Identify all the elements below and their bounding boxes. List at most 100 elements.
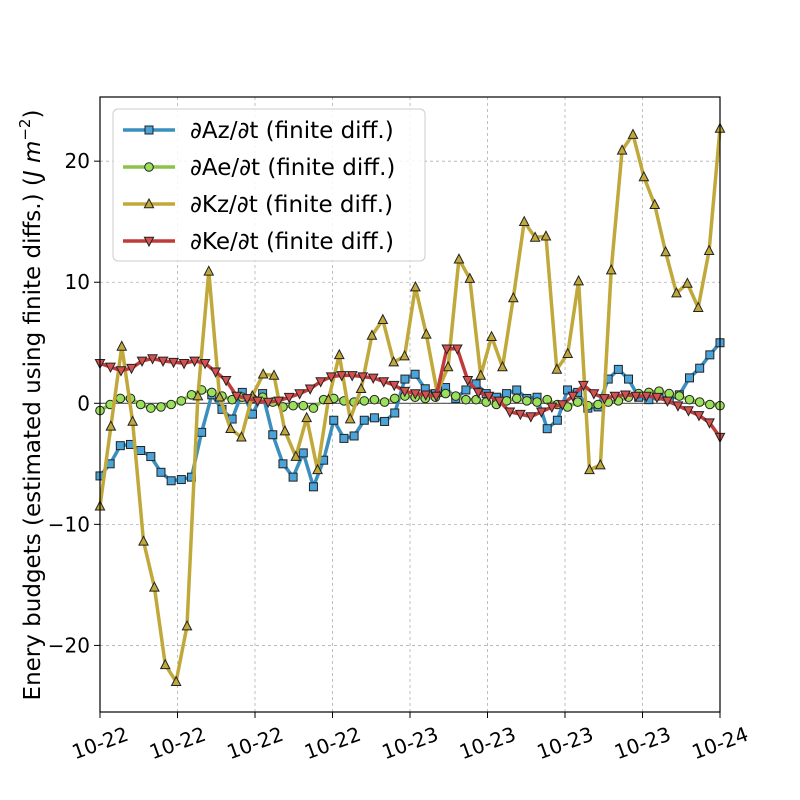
series-3-point-11 [210, 367, 222, 378]
series-2-point-46 [594, 458, 606, 470]
legend-label-0: ∂Az/∂t (finite diff.) [190, 118, 394, 144]
series-3-point-14 [241, 394, 253, 405]
series-2-point-9 [192, 389, 204, 401]
series-3-point-28 [388, 380, 400, 392]
series-0-point-21 [308, 482, 318, 492]
series-1-point-60 [705, 399, 715, 410]
series-3-point-23 [336, 371, 348, 382]
series-2-point-54 [681, 277, 693, 288]
series-3-point-2 [115, 366, 127, 377]
series-0-point-58 [685, 373, 695, 383]
series-0-point-10 [197, 427, 207, 437]
series-3-point-26 [367, 373, 379, 384]
series-2-point-33 [453, 253, 465, 264]
series-3-point-56 [683, 406, 694, 417]
series-3-point-25 [357, 372, 369, 383]
series-1-point-28 [379, 397, 390, 407]
series-2-point-34 [464, 272, 476, 283]
series-1-point-47 [572, 397, 583, 407]
series-2-point-2 [116, 340, 128, 351]
series-0-point-7 [166, 476, 176, 486]
series-2-point-47 [605, 264, 617, 275]
series-3-point-31 [420, 390, 432, 401]
series-1-point-34 [440, 388, 451, 399]
y-axis-label: Enery budgets (estimated using finite di… [16, 110, 46, 701]
series-2-point-19 [301, 411, 313, 423]
series-0-point-51 [613, 364, 623, 374]
series-2-point-21 [322, 393, 334, 404]
series-1-point-7 [166, 399, 176, 410]
series-2-point-20 [312, 463, 323, 475]
series-3-point-47 [588, 389, 600, 400]
series-2-point-12 [225, 422, 236, 434]
series-3-point-49 [609, 391, 621, 403]
series-2-point-17 [279, 425, 291, 436]
series-3-point-12 [220, 375, 232, 387]
series-2-point-6 [159, 658, 171, 670]
series-2-point-49 [627, 128, 639, 139]
series-3-point-29 [399, 386, 411, 398]
y-tick-label-3: 10 [65, 270, 90, 294]
series-3-point-48 [598, 394, 610, 405]
series-1-point-8 [176, 396, 187, 406]
y-tick-label-1: −10 [48, 512, 90, 536]
legend-marker-3 [143, 236, 155, 248]
series-2-point-5 [148, 581, 160, 592]
series-3-point-40 [514, 409, 526, 421]
series-0-point-2 [115, 441, 125, 451]
legend-marker-2 [143, 197, 155, 209]
series-1-point-27 [369, 394, 380, 405]
legend-item-2: ∂Kz/∂t (finite diff.) [123, 192, 393, 218]
y-tick-label-2: 0 [77, 391, 90, 415]
series-3-point-32 [430, 391, 442, 403]
series-1-point-4 [135, 399, 146, 410]
series-3-point-16 [262, 397, 274, 409]
series-line-2 [98, 128, 722, 684]
series-2-point-27 [388, 356, 400, 367]
series-0-point-31 [410, 369, 420, 379]
series-0-point-60 [705, 350, 715, 360]
series-1-point-20 [298, 400, 309, 411]
legend-box [112, 108, 426, 262]
series-3-point-52 [641, 391, 652, 403]
series-0-point-52 [624, 374, 634, 384]
legend: ∂Az/∂t (finite diff.) ∂Ae/∂t (finite diff… [112, 108, 426, 262]
series-3-point-41 [525, 412, 537, 423]
series-0-point-4 [136, 446, 146, 456]
legend-label-2: ∂Kz/∂t (finite diff.) [190, 192, 393, 218]
series-0-point-18 [278, 459, 288, 469]
series-3-point-37 [483, 391, 495, 403]
series-3-point-55 [672, 401, 684, 412]
series-3-point-44 [556, 400, 568, 411]
series-3-point-18 [283, 392, 295, 404]
series-3-point-9 [189, 356, 201, 367]
series-2-point-40 [529, 231, 541, 242]
series-3-point-5 [147, 354, 158, 365]
series-3-point-7 [168, 357, 179, 369]
series-2-point-42 [551, 363, 563, 374]
series-3-point-43 [546, 402, 558, 414]
series-3-point-4 [136, 356, 148, 367]
series-2-point-28 [399, 349, 410, 361]
series-1-point-5 [146, 403, 156, 413]
series-2-point-37 [497, 360, 508, 372]
series-3-point-8 [178, 359, 190, 370]
series-2-point-10 [203, 265, 215, 276]
series-1-point-58 [684, 394, 695, 405]
series-3-point-35 [462, 375, 474, 387]
series-3-point-24 [346, 371, 358, 382]
series-0-point-44 [542, 424, 552, 434]
legend-label-3: ∂Ke/∂t (finite diff.) [190, 229, 394, 255]
series-3-point-21 [315, 377, 327, 388]
series-2-point-15 [257, 368, 269, 379]
series-3-point-30 [409, 389, 421, 400]
series-2-point-1 [105, 420, 117, 431]
series-2-point-39 [518, 215, 530, 226]
series-2-point-51 [649, 198, 661, 210]
series-2-point-41 [540, 230, 552, 241]
legend-marker-1 [144, 162, 154, 172]
series-1-point-6 [156, 402, 166, 412]
series-0-point-20 [298, 448, 308, 458]
series-3-point-10 [199, 359, 211, 370]
legend-item-1: ∂Ae/∂t (finite diff.) [123, 155, 395, 181]
